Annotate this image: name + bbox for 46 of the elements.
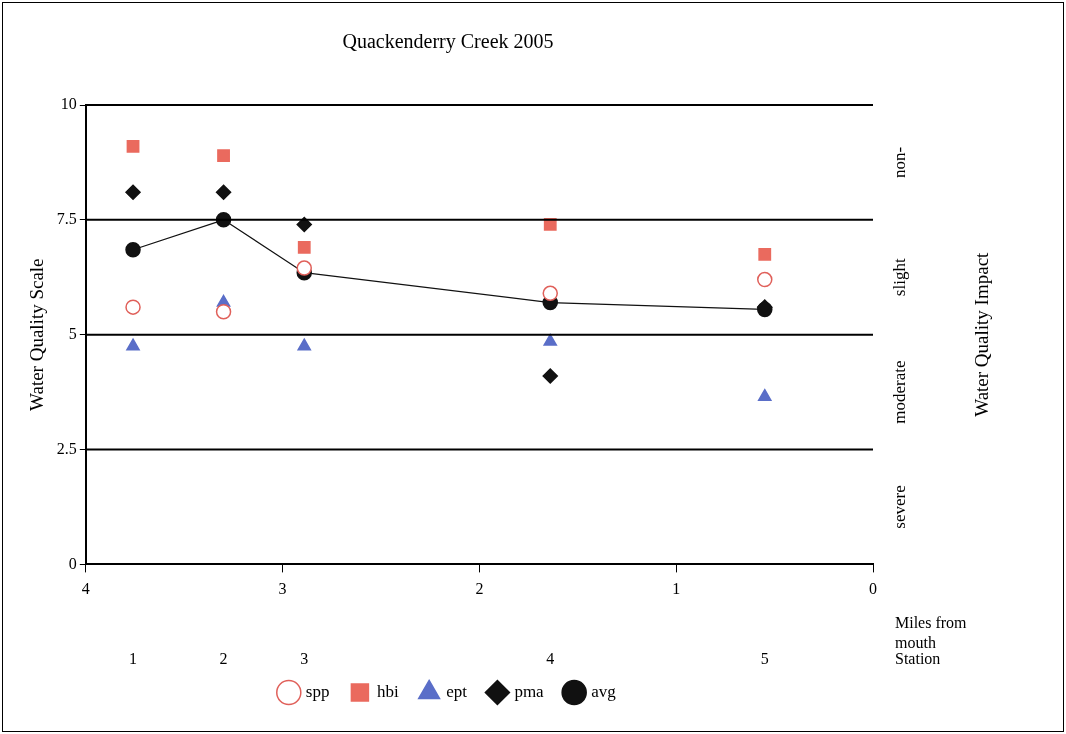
y-tick-label: 2.5 bbox=[56, 439, 77, 457]
point bbox=[297, 241, 311, 254]
point bbox=[542, 285, 558, 302]
text: 2 bbox=[219, 650, 228, 668]
point bbox=[125, 299, 141, 315]
text: severe bbox=[890, 485, 910, 529]
point bbox=[215, 184, 232, 201]
point bbox=[297, 338, 312, 351]
point bbox=[543, 333, 558, 346]
legend-label: pma bbox=[514, 681, 545, 701]
x-tick-label: 2 bbox=[475, 580, 484, 598]
point bbox=[757, 388, 772, 401]
text: 5 bbox=[760, 650, 769, 668]
legend-label: hbi bbox=[376, 681, 399, 701]
point bbox=[542, 368, 558, 384]
point bbox=[296, 260, 312, 276]
point bbox=[217, 149, 230, 162]
x-tick-label: 1 bbox=[672, 580, 681, 598]
x-tick-label: 4 bbox=[81, 580, 90, 598]
text: slight bbox=[890, 258, 910, 297]
chart-title: Quackenderry Creek 2005 bbox=[342, 30, 554, 54]
text: 4 bbox=[546, 650, 555, 668]
y2-axis-title: Water Quality Impact bbox=[970, 251, 992, 417]
point bbox=[757, 271, 773, 288]
point bbox=[126, 139, 140, 153]
point bbox=[125, 184, 141, 201]
legend-label: avg bbox=[591, 681, 617, 701]
text: 3 bbox=[300, 650, 309, 668]
x-tick-label: 3 bbox=[278, 580, 287, 598]
y-tick-label: 5 bbox=[68, 324, 77, 342]
text: Station bbox=[895, 650, 941, 668]
legend-label: spp bbox=[305, 681, 330, 701]
point bbox=[215, 303, 232, 320]
text: moderate bbox=[890, 360, 910, 424]
text: non- bbox=[890, 146, 910, 179]
point bbox=[125, 241, 141, 258]
y-tick-label: 0 bbox=[68, 554, 77, 572]
point bbox=[758, 247, 772, 261]
point bbox=[126, 338, 140, 351]
y-tick-label: 7.5 bbox=[56, 210, 77, 228]
x-tick-label: 0 bbox=[869, 580, 877, 598]
y-tick-label: 10 bbox=[60, 95, 77, 113]
text: 1 bbox=[129, 650, 138, 668]
x-axis-title: Miles from mouth bbox=[895, 614, 968, 652]
legend-label: ept bbox=[446, 681, 468, 701]
y-axis-title: Water Quality Scale bbox=[26, 258, 48, 411]
